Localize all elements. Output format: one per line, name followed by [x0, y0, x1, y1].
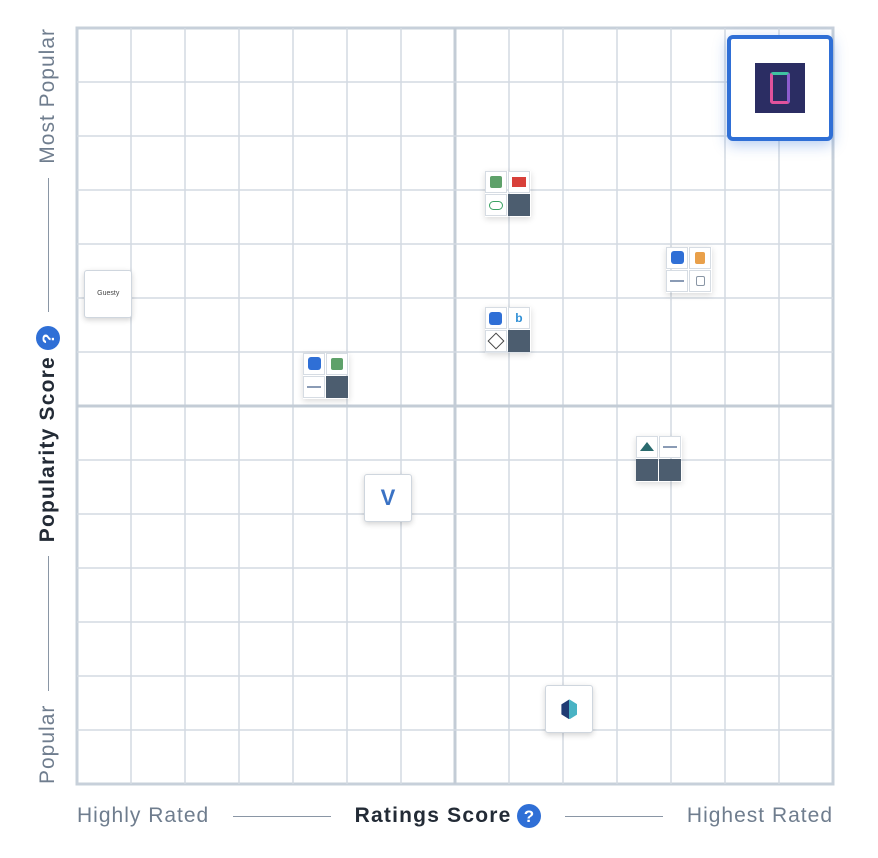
cluster-cell[interactable] [689, 269, 712, 292]
vendor-cluster-marker[interactable] [636, 435, 682, 482]
cluster-cell[interactable] [666, 269, 689, 292]
y-axis-title: Popularity Score ? [36, 326, 60, 542]
y-axis-low-label: Popular [36, 704, 59, 784]
cluster-cell[interactable] [659, 458, 682, 481]
cube-icon [487, 332, 505, 350]
cluster-cell[interactable] [666, 246, 689, 269]
cluster-cell[interactable] [303, 375, 326, 398]
vendor-logo-icon [755, 63, 806, 114]
x-axis-low-label: Highly Rated [77, 804, 210, 827]
vendor-logo-icon [663, 445, 678, 448]
vendor-cluster-marker[interactable]: b [484, 307, 531, 353]
cluster-cell[interactable] [484, 307, 507, 330]
x-axis-line-right [565, 815, 663, 817]
vendor-logo-icon [489, 311, 503, 325]
x-axis-title-text: Ratings Score [354, 804, 512, 827]
x-axis-high-label: Highest Rated [686, 804, 833, 827]
mountain-icon [640, 442, 655, 452]
vendor-logo-icon [331, 357, 344, 370]
door-icon [770, 72, 791, 105]
lock-icon [695, 275, 705, 286]
vendor-logo-icon [511, 177, 526, 188]
cluster-cell[interactable] [659, 435, 682, 458]
y-axis-high-label: Most Popular [36, 28, 59, 164]
vendor-logo-icon [670, 279, 685, 282]
help-icon[interactable]: ? [36, 326, 60, 351]
y-axis-title-text: Popularity Score [36, 356, 59, 543]
vendor-featured-marker[interactable] [727, 35, 834, 142]
plot-area: Guesty b V [75, 26, 835, 786]
cluster-cell[interactable] [326, 375, 349, 398]
y-axis-line-lower [47, 556, 49, 691]
cluster-cell[interactable] [636, 458, 659, 481]
cluster-cell[interactable] [636, 435, 659, 458]
vendor-label: Guesty [97, 290, 120, 298]
vendor-logo-icon [307, 357, 321, 371]
x-axis: Highly Rated Ratings Score ? Highest Rat… [77, 800, 833, 832]
vendor-logo-icon [307, 385, 322, 388]
y-axis-line-upper [47, 177, 49, 313]
help-icon[interactable]: ? [517, 804, 542, 828]
vendor-cluster-marker[interactable] [484, 171, 531, 217]
x-axis-line-left [233, 815, 331, 817]
y-axis: Popular Popularity Score ? Most Popular [34, 28, 62, 784]
vendor-marker[interactable]: V [363, 473, 412, 522]
vendor-logo-icon [489, 176, 502, 189]
grid [75, 26, 835, 786]
cluster-cell[interactable] [484, 330, 507, 353]
cluster-cell[interactable] [507, 330, 530, 353]
vendor-cluster-marker[interactable] [666, 246, 712, 293]
x-axis-title: Ratings Score ? [355, 804, 542, 828]
cube-icon [561, 699, 578, 720]
cluster-cell[interactable]: b [507, 307, 530, 330]
vendor-logo-icon [670, 251, 684, 265]
cluster-cell[interactable] [507, 171, 530, 194]
vendor-marker[interactable]: Guesty [84, 269, 133, 318]
vendor-logo-icon: V [380, 484, 396, 510]
cluster-cell[interactable] [303, 352, 326, 375]
cluster-cell[interactable] [326, 352, 349, 375]
vendor-logo-icon [695, 251, 706, 264]
vendor-marker[interactable] [545, 685, 594, 734]
cloud-icon [488, 200, 503, 210]
vendor-logo-icon: b [515, 311, 523, 326]
cluster-cell[interactable] [484, 194, 507, 217]
cluster-cell[interactable] [484, 171, 507, 194]
cluster-cell[interactable] [507, 194, 530, 217]
cluster-cell[interactable] [689, 246, 712, 269]
vendor-cluster-marker[interactable] [303, 352, 349, 399]
